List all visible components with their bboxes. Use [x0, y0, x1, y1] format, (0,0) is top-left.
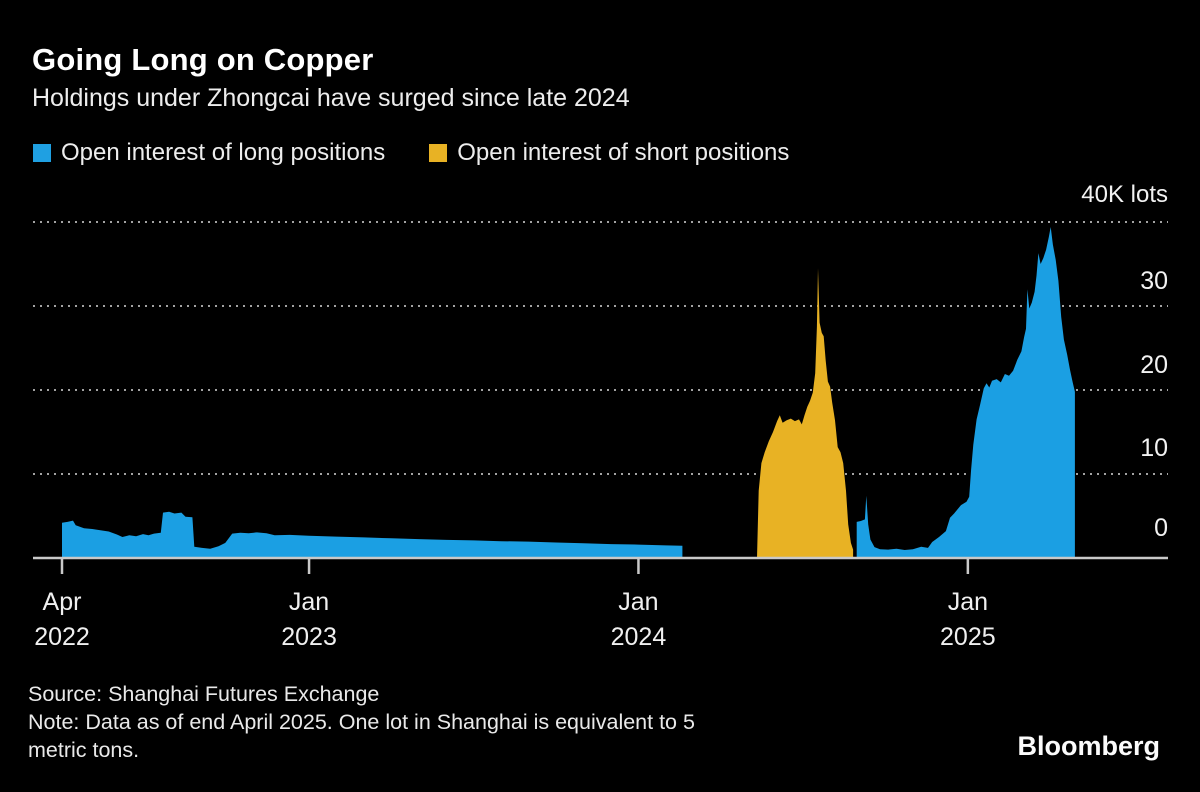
- x-tick-year: 2025: [940, 623, 996, 651]
- legend-swatch-short: [429, 144, 448, 162]
- source-line: Source: Shanghai Futures Exchange: [28, 682, 380, 706]
- gridlines: [33, 221, 1168, 475]
- x-tick-year: 2024: [610, 623, 667, 651]
- x-tick-year: 2023: [281, 623, 337, 651]
- area-series-long: [62, 511, 683, 558]
- area-series-long: [856, 227, 1075, 558]
- x-tick-apr-2022: Apr 2022: [34, 585, 90, 655]
- legend-item-long: Open interest of long positions: [33, 139, 385, 167]
- legend-item-short: Open interest of short positions: [429, 139, 789, 167]
- legend: Open interest of long positions Open int…: [33, 139, 789, 167]
- y-axis-label-30: 30: [1140, 267, 1168, 295]
- x-tick-jan-2023: Jan 2023: [281, 585, 337, 655]
- x-tick-jan-2025: Jan 2025: [940, 585, 996, 655]
- note-line-1: Note: Data as of end April 2025. One lot…: [28, 710, 695, 734]
- legend-swatch-long: [33, 144, 51, 162]
- x-tick-month: Jan: [947, 588, 988, 616]
- x-tick-year: 2022: [34, 623, 90, 651]
- area-series: [62, 227, 1075, 558]
- y-axis-label-0: 0: [1154, 514, 1168, 542]
- x-tick-jan-2024: Jan 2024: [611, 585, 667, 655]
- legend-label-long: Open interest of long positions: [61, 139, 386, 166]
- page-title: Going Long on Copper: [32, 42, 374, 77]
- chart-subtitle: Holdings under Zhongcai have surged sinc…: [32, 84, 630, 112]
- bloomberg-logo: Bloomberg: [1017, 731, 1160, 761]
- y-axis-unit-label: 40K lots: [1081, 181, 1168, 208]
- x-tick-month: Jan: [618, 588, 659, 616]
- y-axis-label-10: 10: [1140, 434, 1168, 462]
- area-series-short: [757, 268, 854, 558]
- y-axis-label-20: 20: [1140, 351, 1168, 379]
- x-axis: [33, 556, 1168, 574]
- x-tick-month: Jan: [288, 588, 330, 616]
- x-tick-month: Apr: [42, 588, 82, 616]
- note-line-2: metric tons.: [28, 738, 140, 762]
- legend-label-short: Open interest of short positions: [457, 139, 790, 166]
